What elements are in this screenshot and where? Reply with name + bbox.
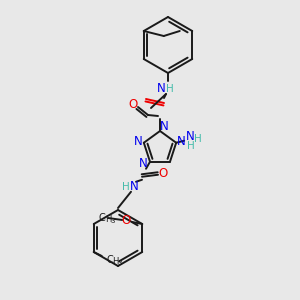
Text: O: O xyxy=(128,98,138,110)
Text: N: N xyxy=(177,135,185,148)
Text: N: N xyxy=(130,180,138,193)
Text: H: H xyxy=(194,134,202,144)
Text: H: H xyxy=(105,214,111,224)
Text: H: H xyxy=(166,84,174,94)
Text: N: N xyxy=(139,157,147,170)
Text: H: H xyxy=(112,256,119,266)
Text: C: C xyxy=(99,213,106,223)
Text: N: N xyxy=(157,82,165,95)
Text: C: C xyxy=(106,255,113,265)
Text: O: O xyxy=(158,167,168,180)
Text: 3: 3 xyxy=(118,260,122,266)
Text: N: N xyxy=(160,121,168,134)
Text: H: H xyxy=(122,182,130,192)
Text: N: N xyxy=(134,135,142,148)
Text: N: N xyxy=(186,130,194,143)
Text: 3: 3 xyxy=(110,218,115,224)
Text: O: O xyxy=(122,214,131,226)
Text: H: H xyxy=(187,141,195,151)
